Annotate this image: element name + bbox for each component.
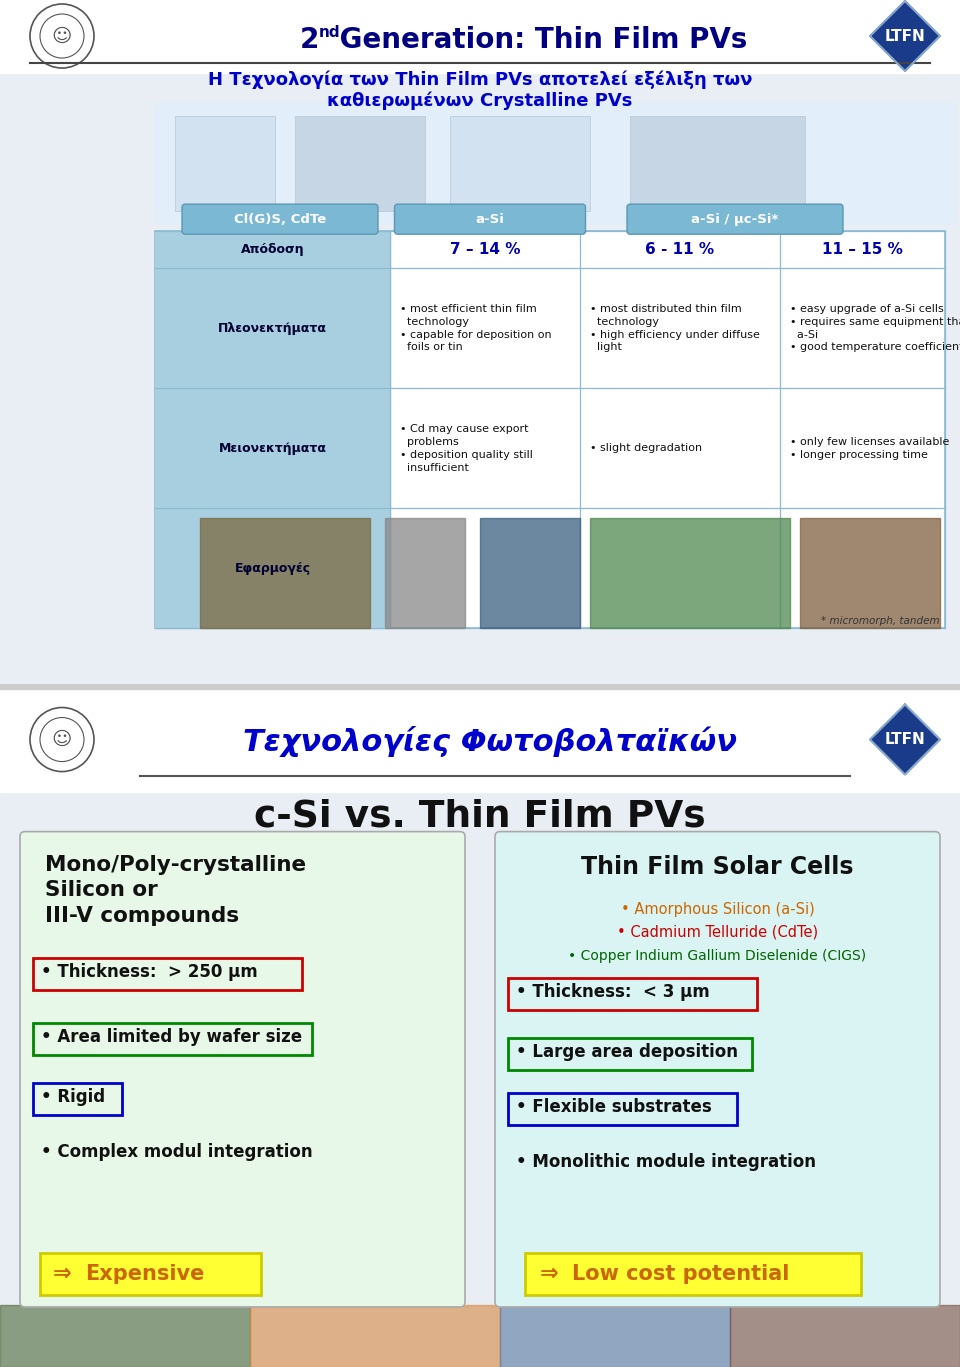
Text: Thin Film Solar Cells: Thin Film Solar Cells [581,854,853,879]
FancyBboxPatch shape [182,204,378,234]
Bar [155,388,390,509]
Text: • most efficient thin film
  technology
• capable for deposition on
  foils or t: • most efficient thin film technology • … [400,303,552,353]
Text: LTFN: LTFN [884,733,925,746]
Text: • Thickness:  > 250 μm: • Thickness: > 250 μm [41,962,257,980]
Text: a-Si: a-Si [475,213,504,226]
FancyBboxPatch shape [20,831,465,1307]
Text: LTFN: LTFN [884,29,925,44]
Text: • Cd may cause export
  problems
• deposition quality still
  insufficient: • Cd may cause export problems • deposit… [400,424,533,473]
Text: H Τεχνολογία των Thin Film PVs αποτελεί εξέλιξη των
καθιερωμένων Crystalline PVs: H Τεχνολογία των Thin Film PVs αποτελεί … [207,70,753,109]
Text: • Area limited by wafer size: • Area limited by wafer size [41,1028,302,1046]
Text: Τεχνολογίες Φωτοβολταϊκών: Τεχνολογίες Φωτοβολταϊκών [243,726,737,757]
FancyBboxPatch shape [627,204,843,234]
Text: Low cost potential: Low cost potential [572,1264,789,1284]
Text: ⇒: ⇒ [53,1264,72,1284]
Text: nd: nd [319,25,341,40]
Text: Εφαρμογές: Εφαρμογές [234,562,311,576]
Text: Mono/Poly-crystalline
Silicon or
III-V compounds: Mono/Poly-crystalline Silicon or III-V c… [45,854,306,925]
Bar [500,1305,730,1367]
Text: • Monolithic module integration: • Monolithic module integration [516,1152,816,1172]
Bar [385,518,465,629]
Polygon shape [870,704,940,775]
Text: • easy upgrade of a-Si cells
• requires same equipment than
  a-Si
• good temper: • easy upgrade of a-Si cells • requires … [790,303,960,353]
Text: Απόδοση: Απόδοση [241,243,304,256]
Text: a-Si / μc-Si*: a-Si / μc-Si* [691,213,779,226]
Bar [0,0,960,72]
Text: • Flexible substrates: • Flexible substrates [516,1098,711,1115]
Text: ☺: ☺ [52,26,72,45]
Text: • Complex modul integration: • Complex modul integration [41,1143,313,1161]
Text: • Thickness:  < 3 μm: • Thickness: < 3 μm [516,983,709,1001]
Text: Expensive: Expensive [85,1264,204,1284]
Text: * micromorph, tandem: * micromorph, tandem [822,617,940,626]
FancyBboxPatch shape [40,1254,261,1295]
Text: • Large area deposition: • Large area deposition [516,1043,738,1061]
Text: ☺: ☺ [52,730,72,749]
Bar [800,518,940,629]
Bar [155,103,955,223]
Text: Μειονεκτήματα: Μειονεκτήματα [219,442,326,455]
Text: Πλεονεκτήματα: Πλεονεκτήματα [218,321,327,335]
Bar [155,268,390,388]
Bar [155,231,390,268]
Text: • Cadmium Telluride (CdTe): • Cadmium Telluride (CdTe) [617,924,818,939]
Text: Cl(G)S, CdTe: Cl(G)S, CdTe [234,213,326,226]
Bar [450,116,590,211]
Bar [155,509,390,629]
Text: 2: 2 [300,26,320,55]
FancyBboxPatch shape [525,1254,861,1295]
FancyBboxPatch shape [395,204,586,234]
Bar [730,1305,960,1367]
Text: • slight degradation: • slight degradation [590,443,702,454]
Polygon shape [870,1,940,71]
Text: 6 - 11 %: 6 - 11 % [645,242,714,257]
Bar [0,684,960,791]
Text: ⇒: ⇒ [540,1264,559,1284]
Text: 11 – 15 %: 11 – 15 % [822,242,903,257]
Text: • Rigid: • Rigid [41,1088,106,1106]
Bar [630,116,805,211]
Bar [590,518,790,629]
Bar [0,1305,250,1367]
Bar [200,518,370,629]
Bar [0,684,960,689]
Bar [175,116,275,211]
Bar [295,116,425,211]
Text: • only few licenses available
• longer processing time: • only few licenses available • longer p… [790,437,949,459]
Text: 7 – 14 %: 7 – 14 % [449,242,520,257]
Text: c-Si vs. Thin Film PVs: c-Si vs. Thin Film PVs [254,798,706,835]
Bar [250,1305,500,1367]
Text: • Copper Indium Gallium Diselenide (CIGS): • Copper Indium Gallium Diselenide (CIGS… [568,949,867,962]
Bar [155,231,945,629]
Text: Generation: Thin Film PVs: Generation: Thin Film PVs [330,26,748,55]
Text: • Amorphous Silicon (a-Si): • Amorphous Silicon (a-Si) [620,902,814,917]
Text: • most distributed thin film
  technology
• high efficiency under diffuse
  ligh: • most distributed thin film technology … [590,303,760,353]
Bar [480,518,580,629]
FancyBboxPatch shape [495,831,940,1307]
